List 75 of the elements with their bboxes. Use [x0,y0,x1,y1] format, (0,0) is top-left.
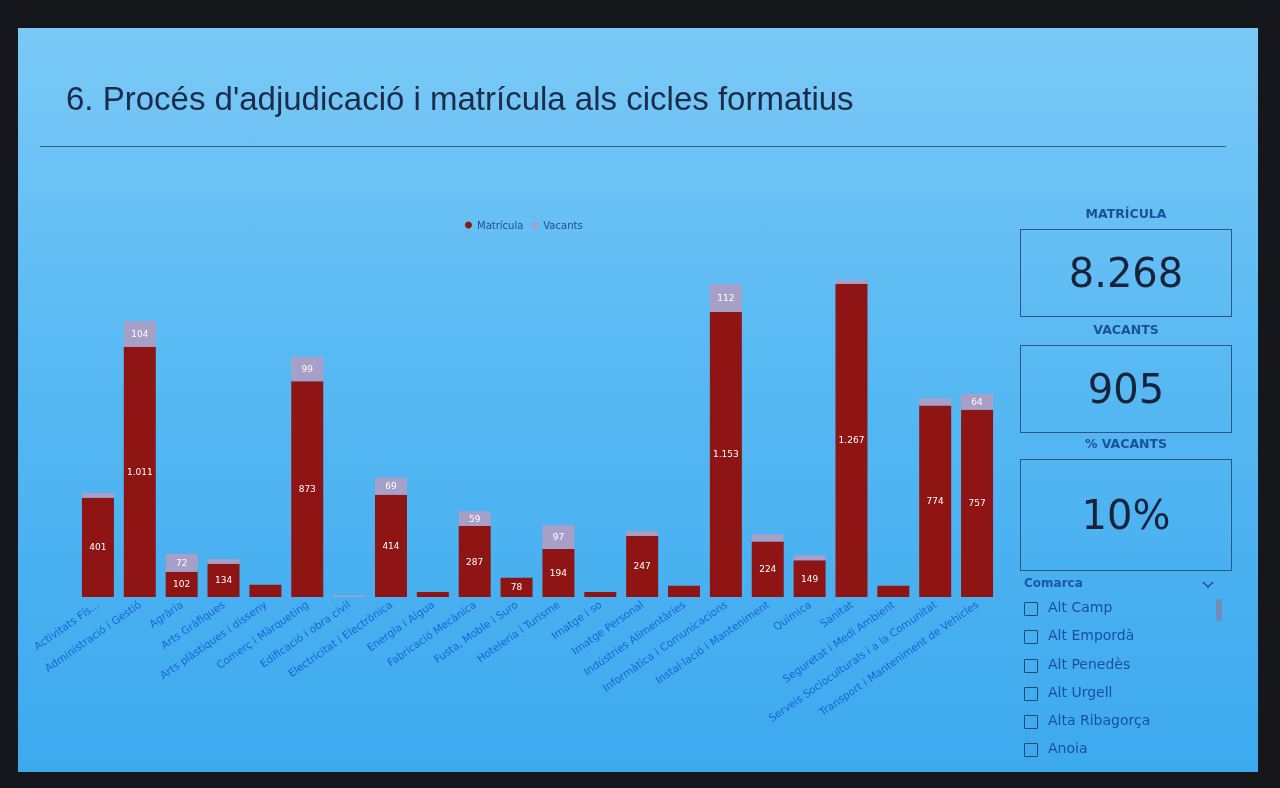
bar [207,563,240,597]
chart-title: 6. Procés d'adjudicació i matrícula als cicles formatius [66,80,854,117]
bar [458,526,491,597]
data-label: 194 [549,568,568,579]
bar [500,577,533,597]
bar [81,497,114,597]
legend-label: Vacants [543,219,583,231]
data-label: 224 [759,564,777,575]
data-label: 78 [510,582,523,593]
data-label: 97 [552,532,565,543]
bar [626,535,659,597]
text: 8.268 [1068,250,1184,296]
text: 10% [1081,492,1171,538]
text: Alt Camp [1048,599,1113,615]
data-label: 72 [175,557,188,568]
text: % VACANTS [1083,435,1169,453]
bar [919,405,952,597]
data-label: 112 [717,293,735,304]
bar [165,571,198,597]
text: Alt Empordà [1048,627,1135,644]
bar [416,592,449,597]
bar [709,284,742,312]
bar [584,592,617,597]
bar [123,321,156,348]
text: Alta Ribagorça [1048,712,1151,729]
text: VACANTS [1092,321,1160,339]
data-label: 59 [468,513,481,524]
text: Alt Penedès [1048,655,1131,672]
bar [961,409,994,597]
bar [626,530,659,536]
data-label: 99 [301,363,314,374]
data-label: 102 [173,579,191,590]
text: Comarca [1024,576,1083,590]
data-label: 134 [214,575,233,586]
data-label: 757 [968,498,986,509]
data-label: 287 [466,556,484,567]
legend-label: Matrícula [477,219,524,231]
bar [291,356,324,382]
bar [81,492,114,498]
bar [249,584,282,597]
bar [123,347,156,597]
data-label: 1.011 [126,467,153,478]
bar [961,393,994,410]
bar [668,585,701,597]
bar [374,494,407,597]
text: MATRÍCULA [1084,205,1168,223]
data-label: 64 [971,396,984,407]
bar [751,534,784,542]
bar [207,558,240,564]
data-label: 149 [801,573,819,584]
data-label: 247 [633,561,651,572]
data-label: 774 [926,496,945,507]
data-label: 401 [89,542,107,553]
bar [877,585,910,597]
text: Anoia [1048,740,1088,757]
bar [709,311,742,597]
bar [793,555,826,561]
bar [835,283,868,597]
bar [835,280,868,284]
bar [751,541,784,597]
data-label: 104 [131,329,149,340]
data-label: 1.153 [713,449,739,460]
bar [458,511,491,527]
data-label: 414 [382,540,400,551]
bar [291,381,324,597]
bar [919,398,952,406]
data-label: 873 [298,484,316,495]
data-label: 1.267 [838,435,865,446]
bar [542,525,575,550]
text: Alt Urgell [1048,683,1113,700]
bar [165,553,198,572]
text: 905 [1087,366,1165,412]
bar [793,560,826,597]
data-label: 69 [385,481,397,492]
bar [542,549,575,597]
